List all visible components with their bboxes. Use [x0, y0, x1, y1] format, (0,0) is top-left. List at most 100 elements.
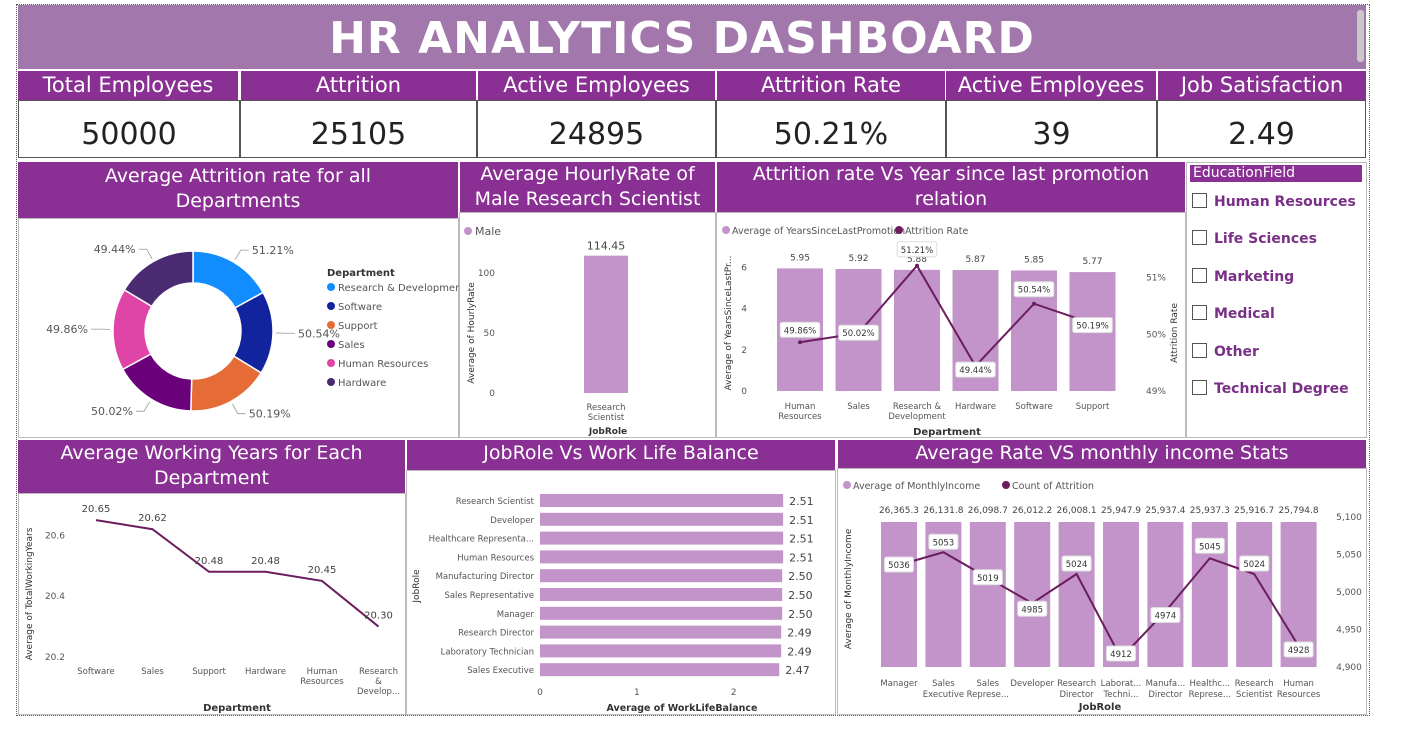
kpi-active-employees-2-value: 39 — [946, 100, 1157, 158]
filter-other[interactable]: Other — [1192, 342, 1259, 362]
working-years-chart[interactable]: Average of TotalWorkingYears Department … — [19, 494, 407, 716]
checkbox[interactable] — [1192, 267, 1207, 283]
promotion-xtick: Human Resources — [778, 402, 822, 422]
legend-label-attrition: Attrition Rate — [905, 226, 968, 237]
title-bar: HR ANALYTICS DASHBOARD — [18, 5, 1366, 69]
work-life-category-label: Human Resources — [457, 553, 534, 563]
donut-leader-line — [232, 403, 246, 415]
filter-life-sciences[interactable]: Life Sciences — [1192, 229, 1317, 249]
income-attrition-line — [898, 551, 1300, 660]
donut-chart-title: Average Attrition rate for all Departmen… — [104, 165, 372, 212]
checkbox[interactable] — [1192, 304, 1207, 320]
promotion-xtick: Software — [1015, 402, 1052, 412]
working-years-xlabel: Department — [203, 703, 271, 714]
kpi-attrition-rate-value: 50.21% — [716, 100, 946, 158]
promotion-line-label-bg — [838, 324, 879, 341]
donut-leader-line — [135, 401, 151, 412]
income-bar — [1058, 522, 1095, 667]
promotion-chart[interactable]: Average of YearsSinceLastPromotion Attri… — [717, 213, 1187, 439]
kpi-total-employees-value: 50000 — [18, 100, 240, 158]
legend-label-count: Count of Attrition — [1012, 481, 1094, 492]
work-life-data-label: 2.50 — [788, 608, 813, 621]
donut-chart[interactable]: 51.21% 50.54% 50.19% 50.02% 49.86% 49.44% Dep… — [19, 219, 465, 439]
checkbox[interactable] — [1192, 379, 1207, 395]
promotion-y2tick: 51% — [1146, 274, 1166, 284]
promotion-line-label: 49.44% — [959, 366, 991, 376]
working-years-xtick: Support — [192, 667, 226, 677]
working-years-data-label: 20.65 — [82, 504, 111, 515]
promotion-line-label-bg — [1072, 317, 1113, 334]
work-life-bar — [540, 625, 782, 639]
donut-data-label: 49.86% — [46, 323, 88, 336]
legend-swatch-income — [843, 481, 851, 489]
filter-medical[interactable]: Medical — [1192, 304, 1275, 324]
work-life-data-label: 2.51 — [789, 495, 814, 508]
promotion-line-label: 51.21% — [901, 246, 933, 256]
work-life-data-label: 2.49 — [787, 627, 812, 640]
filter-marketing[interactable]: Marketing — [1192, 267, 1294, 287]
filter-human-resources[interactable]: Human Resources — [1192, 192, 1356, 212]
working-years-data-label: 20.62 — [138, 513, 167, 524]
income-line-label-bg — [972, 569, 1003, 586]
income-y2tick: 5,100 — [1336, 513, 1362, 523]
promotion-bar-label: 5.87 — [965, 255, 985, 265]
working-years-data-label: 20.30 — [364, 611, 393, 622]
work-life-xlabel: Average of WorkLifeBalance — [607, 703, 758, 714]
education-filter-panel — [1186, 162, 1367, 438]
income-line-label-bg — [1061, 555, 1092, 572]
income-bar-label: 25,937.4 — [1145, 506, 1185, 516]
hourly-rate-xtick: Research Scientist — [587, 403, 626, 423]
promotion-line-label-bg — [896, 241, 938, 258]
income-xtick: Sales Represe... — [967, 679, 1009, 700]
legend-label: Support — [338, 321, 378, 332]
legend-label: Sales — [338, 340, 365, 351]
hourly-rate-panel: Male Average of HourlyRate JobRole 0 50 10… — [459, 212, 716, 438]
education-filter-title: EducationField — [1190, 165, 1362, 182]
work-life-xtick: 0 — [537, 688, 543, 698]
income-line-label: 5045 — [1199, 542, 1221, 552]
work-life-data-label: 2.51 — [789, 533, 814, 546]
donut-data-label: 50.02% — [91, 405, 133, 418]
income-xtick: Sales Executive — [923, 679, 964, 700]
promotion-bar-label: 5.77 — [1082, 257, 1102, 267]
work-life-bar — [540, 588, 783, 601]
income-bar-label: 25,947.9 — [1101, 506, 1141, 516]
checkbox[interactable] — [1192, 192, 1207, 208]
income-bar — [1103, 522, 1139, 667]
work-life-bar — [540, 644, 782, 658]
work-life-title: JobRole Vs Work Life Balance — [483, 442, 759, 464]
work-life-chart[interactable]: JobRole Average of WorkLifeBalance Resea… — [407, 471, 837, 716]
working-years-header: Average Working Years for Each Departmen… — [18, 440, 405, 493]
work-life-category-label: Laboratory Technician — [441, 647, 534, 657]
income-bar-label: 25,937.3 — [1190, 506, 1230, 516]
promotion-chart-header: Attrition rate Vs Year since last promot… — [717, 162, 1185, 212]
dashboard-title: HR ANALYTICS DASHBOARD — [329, 13, 1035, 64]
income-y2tick: 5,050 — [1336, 551, 1362, 561]
income-y2tick: 4,950 — [1336, 626, 1362, 636]
checkbox[interactable] — [1192, 342, 1207, 358]
legend-label-income: Average of MonthlyIncome — [853, 481, 980, 492]
filter-technical-degree[interactable]: Technical Degree — [1192, 379, 1349, 399]
work-life-xtick: 2 — [731, 688, 737, 698]
working-years-xtick: Hardware — [245, 667, 286, 677]
hourly-rate-title: Average HourlyRate of Male Research Scie… — [474, 163, 701, 210]
checkbox[interactable] — [1192, 229, 1207, 245]
income-line-label: 5024 — [1066, 560, 1088, 570]
work-life-category-label: Research Director — [458, 629, 534, 639]
kpi-job-satisfaction-value: 2.49 — [1157, 100, 1366, 158]
work-life-ylabel: JobRole — [412, 569, 422, 604]
work-life-data-label: 2.51 — [789, 551, 814, 564]
income-chart[interactable]: Average of MonthlyIncome Count of Attrit… — [838, 469, 1368, 716]
donut-chart-header: Average Attrition rate for all Departmen… — [18, 162, 458, 218]
promotion-y2tick: 50% — [1146, 330, 1166, 340]
income-bar-label: 25,794.8 — [1279, 506, 1319, 516]
kpi-job-satisfaction-label: Job Satisfaction — [1158, 71, 1366, 100]
work-life-category-label: Sales Representative — [444, 591, 534, 601]
hourly-rate-chart[interactable]: Male Average of HourlyRate JobRole 0 50 10… — [460, 213, 717, 439]
promotion-bar-label: 5.92 — [848, 254, 868, 264]
donut-data-label: 50.19% — [249, 408, 291, 421]
income-line-label-bg — [1194, 537, 1225, 554]
work-life-data-label: 2.51 — [789, 514, 814, 527]
scrollbar[interactable] — [1357, 10, 1364, 62]
work-life-data-label: 2.50 — [788, 589, 813, 602]
